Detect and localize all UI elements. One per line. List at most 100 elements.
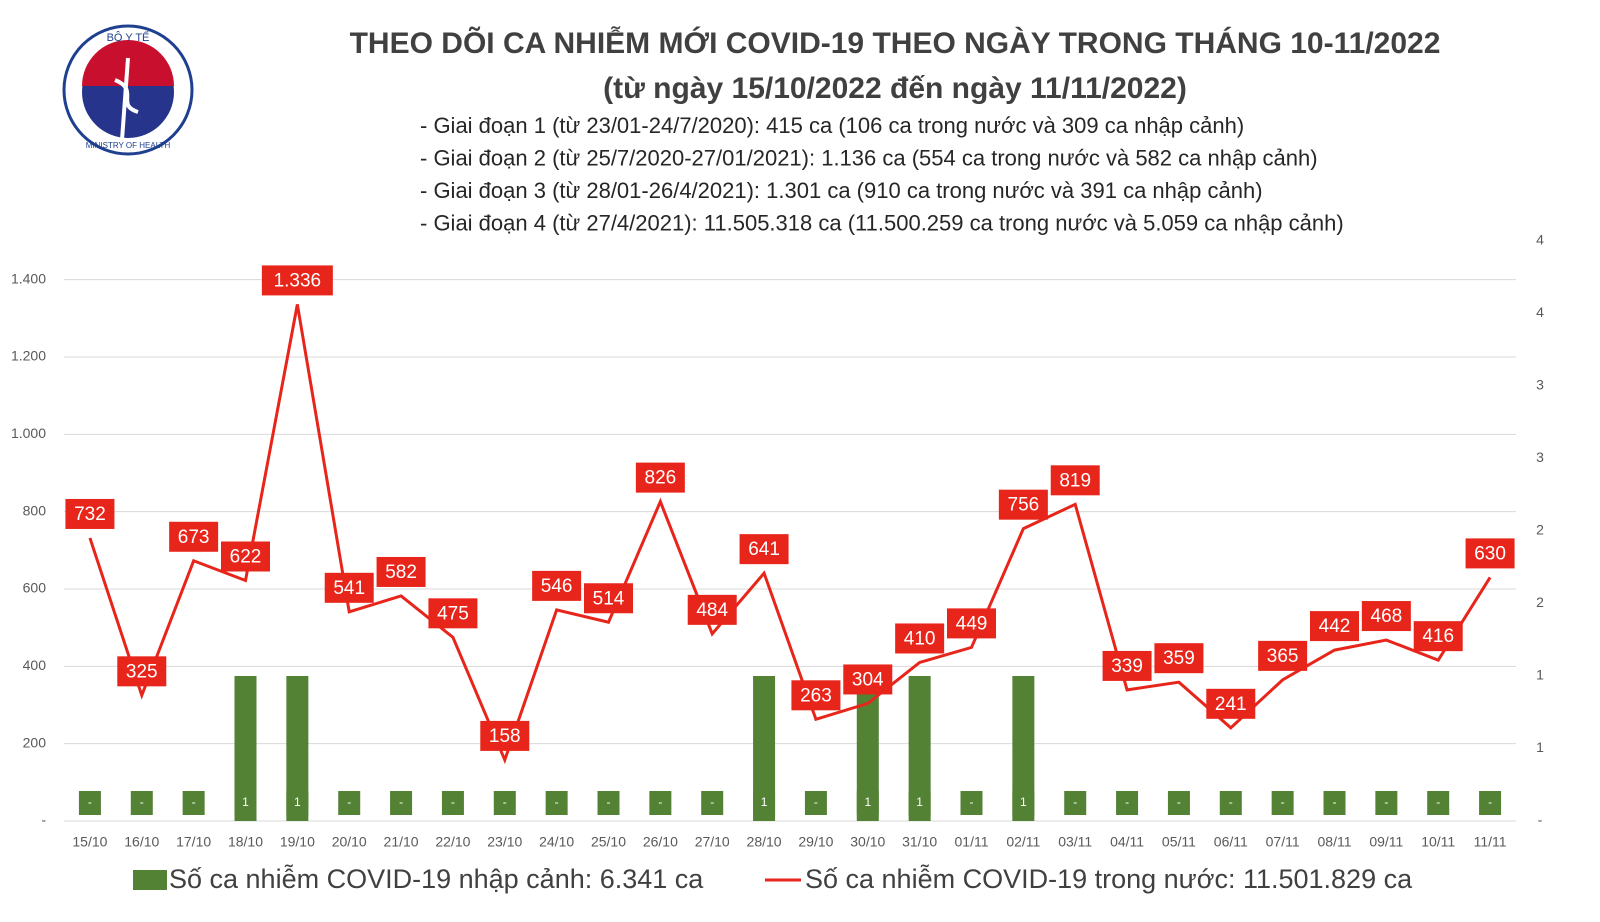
note: - Giai đoạn 2 (từ 25/7/2020-27/01/2021):… [420,145,1318,170]
data-label-box [1413,621,1463,652]
y2-tick-label: - [1538,812,1543,828]
data-label: 484 [696,600,728,621]
y-tick-label: - [41,812,46,828]
bar-label-box [856,791,879,815]
data-label-box [895,623,945,654]
data-label: 546 [541,576,573,597]
bar-label: - [503,795,507,809]
x-tick-label: 31/10 [902,834,937,850]
bar-label: - [1177,795,1181,809]
note: - Giai đoạn 1 (từ 23/01-24/7/2020): 415 … [420,113,1244,138]
x-tick-label: 30/10 [850,834,885,850]
chart-subtitle: (từ ngày 15/10/2022 đến ngày 11/11/2022) [603,72,1187,105]
note: - Giai đoạn 3 (từ 28/01-26/4/2021): 1.30… [420,178,1263,203]
x-tick-label: 02/11 [1006,834,1040,850]
data-label: 514 [593,588,625,609]
bar-label-box [1219,791,1242,815]
bar-label-box [960,791,983,815]
data-label-box [1361,601,1411,632]
y2-tick-label: 2 [1536,594,1544,610]
x-tick-label: 10/11 [1421,834,1455,850]
data-label: 756 [1008,495,1040,516]
bar-label: 1 [294,795,301,809]
data-label-box [1258,640,1308,671]
data-label: 468 [1371,606,1403,627]
x-tick-label: 19/10 [280,834,315,850]
bar [908,676,931,821]
data-label: 541 [333,578,365,599]
data-label: 410 [904,628,936,649]
data-label: 673 [178,527,210,548]
x-tick-label: 26/10 [643,834,678,850]
data-label: 241 [1215,694,1247,715]
data-label: 630 [1474,543,1506,564]
bar [286,676,309,821]
bar-label-box [545,791,568,815]
bar-label: - [347,795,351,809]
bar-label: - [814,795,818,809]
bar-label-box [597,791,620,815]
bar-label: - [1281,795,1285,809]
data-label-box [221,541,270,572]
data-label-box [480,720,530,751]
bar [856,676,879,821]
bar-label-box [1116,791,1139,815]
data-label: 475 [437,603,469,624]
line [88,304,1492,765]
data-label-box [998,489,1048,520]
bar-label: - [658,795,662,809]
bar-label-box [1427,791,1450,815]
bar-label-box [338,791,361,815]
y2-tick-label: 2 [1536,522,1544,538]
legend-label: Số ca nhiễm COVID-19 nhập cảnh: 6.341 ca [169,863,704,894]
bar-label-box [130,791,153,815]
data-label: 325 [126,661,158,682]
x-tick-label: 24/10 [539,834,574,850]
data-label-box [428,598,478,629]
bar-label-box [1375,791,1398,815]
x-tick-label: 16/10 [124,834,159,850]
bar-label-box [493,791,516,815]
data-label-box [584,583,633,614]
chart-title: THEO DÕI CA NHIỄM MỚI COVID-19 THEO NGÀY… [350,26,1441,60]
data-label-box [739,534,789,565]
bar-label-box [390,791,413,815]
x-tick-label: 07/11 [1266,834,1300,850]
bar-label: - [555,795,559,809]
y-tick-label: 200 [23,734,47,750]
bar-label: 1 [864,795,871,809]
x-tick-label: 01/11 [955,834,989,850]
data-label: 732 [74,504,106,525]
bar [1012,676,1035,821]
bar-label-box [1479,791,1502,815]
bar-label: - [1488,795,1492,809]
data-label: 442 [1319,616,1351,637]
bar-label: - [1073,795,1077,809]
y2-tick-label: 4 [1536,232,1544,248]
y2-tick-label: 3 [1536,449,1544,465]
bar-label: - [1384,795,1388,809]
data-label-box [1050,465,1100,496]
bar-label-box [649,791,672,815]
data-label-box [947,608,996,639]
y-tick-label: 1.400 [11,270,46,286]
bar-label-box [1012,791,1035,815]
x-tick-label: 18/10 [228,834,263,850]
data-label: 365 [1267,646,1299,667]
data-label: 304 [852,669,884,690]
data-label-box [635,462,685,493]
data-label-box [376,556,426,587]
data-label: 359 [1163,648,1195,669]
y-tick-label: 800 [23,502,47,518]
bar-label-box [908,791,931,815]
bar-label-box [1271,791,1294,815]
bar-label: - [1229,795,1233,809]
data-label-box [169,521,219,552]
x-tick-label: 09/11 [1369,834,1403,850]
y2-tick-label: 4 [1536,304,1544,320]
data-label: 339 [1111,656,1143,677]
y-tick-label: 1.000 [11,425,46,441]
data-label: 819 [1059,470,1091,491]
bar-label: 1 [916,795,923,809]
bar-label: 1 [761,795,768,809]
